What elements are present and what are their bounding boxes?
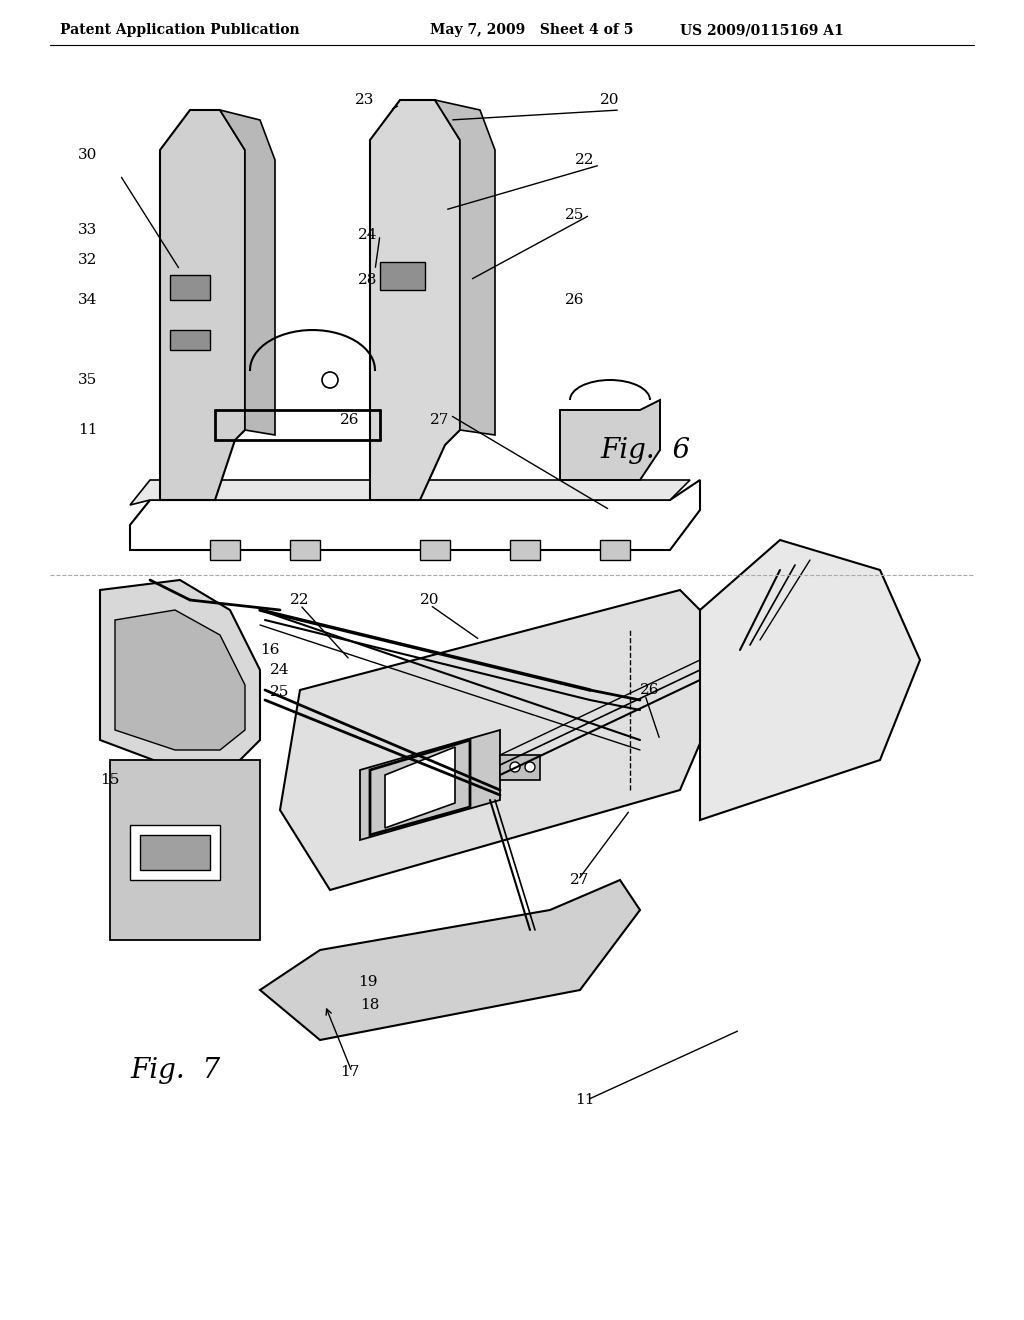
Text: 25: 25	[270, 685, 290, 700]
Bar	[510, 540, 540, 560]
Text: 27: 27	[430, 413, 450, 426]
Text: 16: 16	[260, 643, 280, 657]
Bar	[500, 755, 540, 780]
Polygon shape	[260, 880, 640, 1040]
Circle shape	[510, 762, 520, 772]
Text: 15: 15	[100, 774, 120, 787]
Text: 19: 19	[358, 975, 378, 989]
Text: Patent Application Publication: Patent Application Publication	[60, 22, 300, 37]
Bar	[380, 261, 425, 290]
Text: 30: 30	[78, 148, 97, 162]
Polygon shape	[220, 110, 275, 436]
Text: 22: 22	[575, 153, 595, 168]
Text: 20: 20	[600, 92, 620, 107]
Bar	[170, 275, 210, 300]
Polygon shape	[280, 590, 740, 890]
Polygon shape	[100, 579, 260, 770]
Text: 35: 35	[78, 374, 97, 387]
Text: 24: 24	[270, 663, 290, 677]
Bar	[130, 825, 220, 880]
Text: 32: 32	[78, 253, 97, 267]
Circle shape	[322, 372, 338, 388]
Bar	[210, 540, 240, 560]
Polygon shape	[385, 747, 455, 828]
Text: 26: 26	[565, 293, 585, 308]
Bar	[420, 540, 450, 560]
Text: 26: 26	[340, 413, 359, 426]
Text: 34: 34	[78, 293, 97, 308]
Polygon shape	[130, 480, 690, 506]
Text: 24: 24	[358, 228, 378, 242]
Text: US 2009/0115169 A1: US 2009/0115169 A1	[680, 22, 844, 37]
Text: 11: 11	[78, 422, 97, 437]
Circle shape	[525, 762, 535, 772]
Polygon shape	[700, 540, 920, 820]
Text: 23: 23	[355, 92, 375, 107]
Text: 20: 20	[420, 593, 439, 607]
Text: 11: 11	[575, 1093, 595, 1107]
Text: 27: 27	[570, 873, 590, 887]
Bar	[140, 836, 210, 870]
Polygon shape	[115, 610, 245, 750]
Bar	[170, 330, 210, 350]
Text: 28: 28	[358, 273, 378, 286]
Polygon shape	[110, 760, 260, 940]
Text: Fig.  7: Fig. 7	[130, 1056, 220, 1084]
Bar	[600, 540, 630, 560]
Text: 25: 25	[565, 209, 585, 222]
Text: 33: 33	[78, 223, 97, 238]
Text: May 7, 2009   Sheet 4 of 5: May 7, 2009 Sheet 4 of 5	[430, 22, 634, 37]
Polygon shape	[160, 110, 245, 500]
Polygon shape	[370, 100, 460, 500]
Polygon shape	[360, 730, 500, 840]
Polygon shape	[435, 100, 495, 436]
Text: 17: 17	[340, 1065, 359, 1078]
Text: 26: 26	[640, 682, 659, 697]
Text: 18: 18	[360, 998, 379, 1012]
Text: Fig.  6: Fig. 6	[600, 437, 690, 463]
Bar	[290, 540, 319, 560]
Polygon shape	[560, 400, 660, 480]
Text: 22: 22	[290, 593, 309, 607]
